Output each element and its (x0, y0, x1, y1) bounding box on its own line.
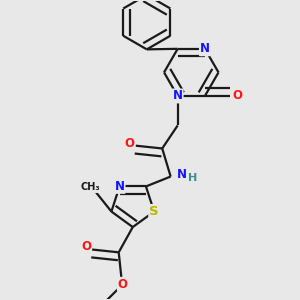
Text: H: H (188, 172, 198, 182)
Text: S: S (149, 205, 159, 218)
Text: O: O (81, 240, 91, 254)
Text: CH₃: CH₃ (81, 182, 100, 192)
Text: N: N (177, 168, 187, 182)
Text: N: N (173, 89, 183, 103)
Text: N: N (115, 180, 124, 193)
Text: O: O (232, 89, 242, 103)
Text: O: O (118, 278, 128, 291)
Text: N: N (200, 42, 210, 55)
Text: O: O (124, 136, 135, 149)
